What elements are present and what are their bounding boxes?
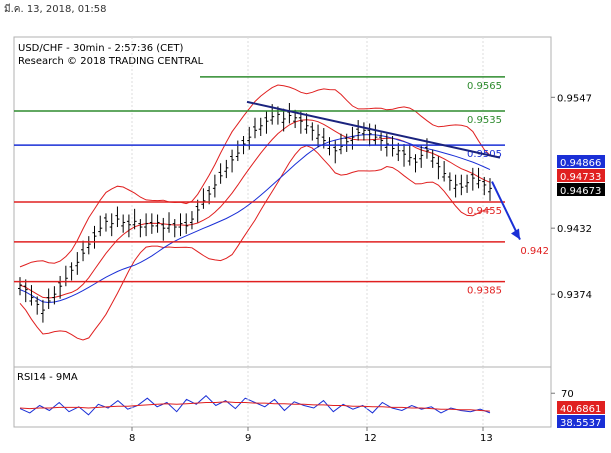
- date-stamp: มี.ค. 13, 2018, 01:58: [4, 4, 107, 15]
- rsi-badge-label: 38.5537: [560, 418, 601, 429]
- price-y-axis: 0.9547 0.9432 0.9374: [551, 93, 592, 301]
- price-badge-label: 0.94673: [560, 186, 601, 197]
- x-tick-label: 8: [129, 433, 135, 444]
- rsi-panel: RSI14 - 9MA 70 40.6861 38.5537: [13, 366, 605, 429]
- y-tick-label: 0.9432: [557, 224, 592, 235]
- candles: [18, 103, 492, 323]
- bollinger-lower: [19, 145, 491, 341]
- price-badge-label: 0.94733: [560, 172, 601, 183]
- chart-title: USD/CHF - 30min - 2:57:36 (CET): [18, 43, 184, 54]
- price-badges: 0.94866 0.94733 0.94673: [557, 155, 605, 197]
- rsi-badges: 40.6861 38.5537: [557, 401, 605, 429]
- chart-subtitle: Research © 2018 TRADING CENTRAL: [18, 56, 204, 67]
- level-label: 0.9385: [467, 286, 502, 297]
- x-tick-label: 9: [245, 433, 251, 444]
- rsi-title: RSI14 - 9MA: [17, 372, 78, 383]
- rsi-y-tick-label: 70: [561, 389, 574, 400]
- x-axis: 8 9 12 13: [129, 367, 493, 444]
- x-tick-label: 13: [480, 433, 493, 444]
- forecast-arrow-head: [511, 228, 520, 240]
- x-tick-label: 12: [364, 433, 377, 444]
- annotations: [246, 100, 521, 240]
- rsi-badge: [557, 401, 605, 414]
- rsi-badge-label: 40.6861: [560, 404, 601, 415]
- y-tick-label: 0.9374: [557, 290, 592, 301]
- price-badge-label: 0.94866: [560, 158, 601, 169]
- rsi-badge: [557, 415, 605, 428]
- rsi-y-axis: 70: [551, 389, 574, 400]
- rsi-panel-frame: [13, 366, 552, 428]
- rsi-lines: [19, 395, 491, 416]
- level-label: 0.9455: [467, 206, 502, 217]
- level-label: 0.942: [520, 246, 549, 257]
- bollinger-upper: [19, 84, 491, 268]
- trendline: [246, 100, 501, 159]
- price-panel: USD/CHF - 30min - 2:57:36 (CET) Research…: [13, 36, 605, 368]
- forecast-arrow-shaft: [491, 181, 521, 240]
- y-tick-label: 0.9547: [557, 93, 592, 104]
- price-badge: [557, 183, 605, 196]
- level-label: 0.9535: [467, 115, 502, 126]
- level-label: 0.9565: [467, 81, 502, 92]
- price-badge: [557, 155, 605, 168]
- rsi-series-rsi14: [19, 395, 491, 416]
- rsi-series-9ma: [19, 401, 491, 412]
- price-badge: [557, 169, 605, 182]
